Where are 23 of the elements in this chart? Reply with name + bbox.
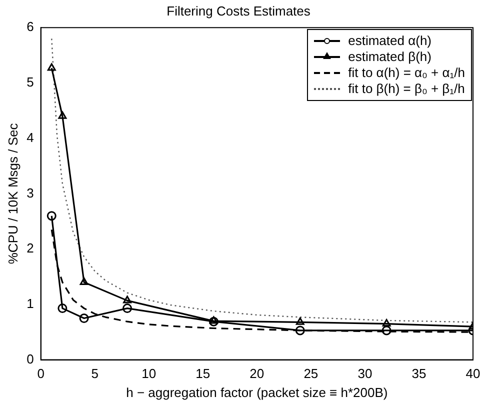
y-tick-label: 3 [26, 185, 34, 200]
x-tick-label: 10 [142, 366, 156, 382]
legend-label: estimated β(h) [348, 48, 432, 65]
legend-label: fit to α(h) = α₀ + α₁/h [348, 64, 465, 81]
x-tick-label: 25 [304, 366, 318, 382]
y-tick-label: 0 [26, 351, 34, 366]
y-tick-label: 6 [26, 19, 34, 34]
legend-label: estimated α(h) [348, 32, 432, 49]
y-tick-label: 1 [26, 296, 34, 312]
x-tick-label: 0 [37, 366, 44, 382]
legend-label: fit to β(h) = β₀ + β₁/h [348, 80, 465, 97]
chart-title: Filtering Costs Estimates [166, 3, 311, 18]
x-tick-label: 5 [91, 366, 98, 382]
x-axis-title: h − aggregation factor (packet size ≡ h*200B) [126, 384, 388, 400]
x-tick-label: 15 [196, 366, 210, 382]
y-axis-title: %CPU / 10K Msgs / Sec [5, 122, 20, 264]
x-tick-label: 35 [412, 366, 426, 382]
x-tick-label: 20 [250, 366, 264, 382]
x-tick-label: 30 [358, 366, 372, 382]
x-tick-label: 40 [466, 366, 480, 382]
y-tick-label: 2 [26, 240, 34, 256]
y-tick-label: 4 [26, 130, 34, 145]
y-tick-label: 5 [26, 74, 34, 90]
